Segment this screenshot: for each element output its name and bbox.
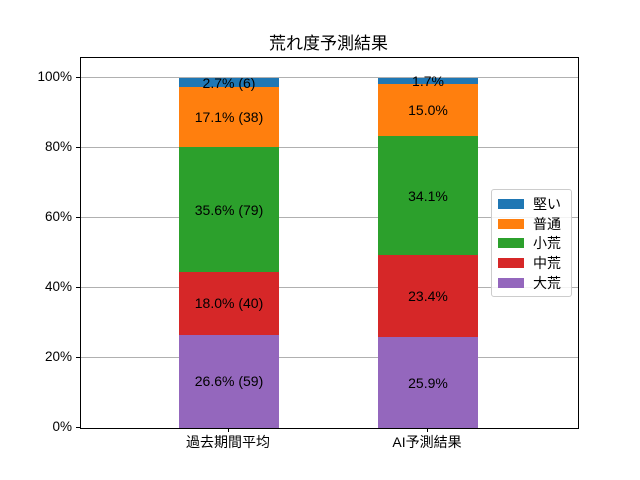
legend-item-label: 普通 [533, 215, 561, 232]
gridline [81, 217, 578, 219]
bar-segment-普通 [179, 87, 279, 148]
gridline [81, 287, 578, 289]
gridline [81, 77, 578, 79]
gridline [81, 147, 578, 149]
legend-item-普通: 普通 [498, 214, 571, 234]
gridline [81, 357, 578, 359]
bar-segment-label: 26.6% (59) [194, 373, 264, 390]
y-tick-mark [76, 286, 80, 288]
legend: 堅い普通小荒中荒大荒 [491, 189, 572, 297]
y-tick-mark [76, 146, 80, 148]
bar-segment-label: 34.1% [408, 187, 448, 204]
bar-segment-label: 1.7% [412, 72, 444, 89]
y-tick-label: 60% [44, 208, 72, 224]
legend-swatch-icon [498, 258, 524, 269]
bar-segment-大荒 [179, 334, 279, 428]
bar-segment-普通 [378, 83, 478, 137]
y-tick-mark [76, 427, 80, 428]
y-tick-label: 40% [44, 278, 72, 294]
legend-swatch-icon [498, 238, 524, 249]
bar-segment-小荒 [378, 136, 478, 256]
bar-segment-小荒 [179, 147, 279, 272]
legend-item-小荒: 小荒 [498, 234, 571, 254]
x-tick-mark [427, 428, 428, 432]
chart-title: 荒れ度予測結果 [269, 34, 388, 53]
bar-segment-label: 25.9% [408, 374, 448, 391]
legend-swatch-icon [498, 198, 524, 209]
bar-segment-中荒 [378, 255, 478, 338]
legend-swatch-icon [498, 218, 524, 229]
legend-item-中荒: 中荒 [498, 253, 571, 273]
bar-segment-中荒 [179, 271, 279, 335]
x-tick-mark [228, 428, 229, 432]
bar-segment-大荒 [378, 337, 478, 428]
legend-item-label: 堅い [533, 195, 561, 212]
bar-segment-堅い [378, 77, 478, 84]
bar-segment-label: 17.1% (38) [194, 109, 264, 126]
x-tick-label-過去期間平均: 過去期間平均 [186, 434, 270, 450]
y-tick-mark [76, 356, 80, 358]
bar-segment-label: 2.7% (6) [202, 74, 256, 91]
y-tick-label: 100% [37, 68, 72, 84]
y-tick-label: 20% [44, 348, 72, 364]
legend-item-label: 大荒 [533, 275, 561, 292]
bar-segment-label: 15.0% [408, 101, 448, 118]
y-tick-label: 80% [44, 138, 72, 154]
bar-segment-label: 35.6% (79) [194, 201, 264, 218]
y-tick-mark [76, 76, 80, 78]
x-tick-label-AI予測結果: AI予測結果 [392, 434, 462, 450]
legend-item-大荒: 大荒 [498, 273, 571, 293]
legend-swatch-icon [498, 278, 524, 289]
y-tick-mark [76, 216, 80, 218]
y-tick-label: 0% [52, 419, 72, 434]
legend-item-label: 中荒 [533, 255, 561, 272]
legend-item-堅い: 堅い [498, 194, 571, 214]
bar-segment-堅い [179, 77, 279, 88]
bar-segment-label: 23.4% [408, 288, 448, 305]
legend-item-label: 小荒 [533, 235, 561, 252]
bar-segment-label: 18.0% (40) [194, 295, 264, 312]
